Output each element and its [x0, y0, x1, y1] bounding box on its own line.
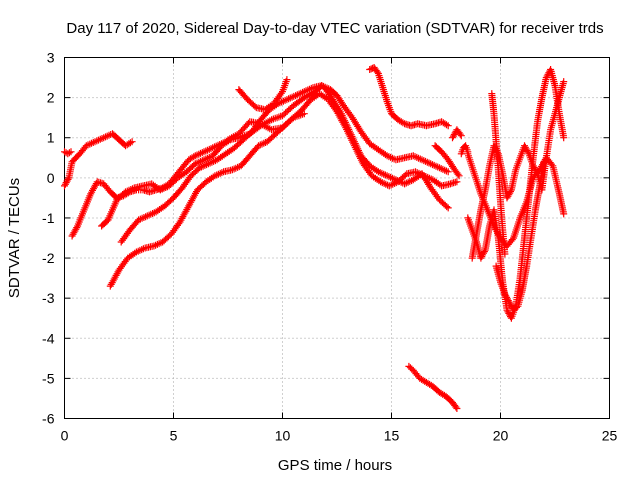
data-point-markers [366, 64, 452, 130]
y-tick-label: -3 [42, 290, 55, 306]
axis-ticks: 0 5 10 15 20 25 -6 -5 -4 -3 -2 -1 0 1 2 3 [42, 50, 617, 444]
data-point-markers [464, 150, 568, 250]
series-sat-f [117, 82, 452, 246]
series-sat-a [61, 130, 136, 190]
series-sat-p [488, 90, 509, 258]
data-point-markers [224, 110, 308, 144]
data-point-markers [431, 142, 463, 180]
series-sat-e [106, 90, 461, 290]
chart-title: Day 117 of 2020, Sidereal Day-to-day VTE… [66, 20, 603, 37]
series-sat-i [366, 64, 452, 130]
x-axis-label: GPS time / hours [278, 457, 392, 474]
y-tick-label: 2 [47, 90, 55, 106]
x-tick-label: 25 [602, 428, 618, 444]
series-sat-b [61, 148, 75, 158]
x-tick-label: 0 [61, 428, 69, 444]
y-axis-label: SDTVAR / TECUs [6, 178, 23, 298]
x-tick-label: 15 [384, 428, 400, 444]
x-tick-label: 5 [170, 428, 178, 444]
series-sat-g [224, 110, 308, 144]
plot-frame [64, 57, 610, 419]
series-sat-h [235, 76, 291, 114]
series-sat-r [492, 158, 548, 314]
series-sat-j [431, 142, 463, 180]
series-sat-q [464, 150, 568, 250]
data-points [61, 64, 568, 412]
data-point-markers [488, 90, 509, 258]
series-sat-k [449, 126, 465, 142]
y-tick-label: -5 [42, 370, 55, 386]
y-tick-label: -1 [42, 210, 55, 226]
y-tick-label: 1 [47, 130, 55, 146]
data-point-markers [235, 76, 291, 114]
x-tick-label: 20 [493, 428, 509, 444]
data-point-markers [106, 90, 461, 290]
x-tick-label: 10 [275, 428, 291, 444]
y-tick-label: 0 [47, 170, 55, 186]
y-tick-label: 3 [47, 50, 55, 66]
data-point-markers [61, 130, 136, 190]
data-point-markers [449, 126, 465, 142]
data-point-markers [492, 158, 548, 314]
series-sat-m [405, 362, 461, 412]
y-tick-label: -4 [42, 330, 55, 346]
y-tick-label: -2 [42, 250, 55, 266]
data-point-markers [405, 362, 461, 412]
y-tick-label: -6 [42, 411, 55, 427]
data-point-markers [61, 148, 75, 158]
data-point-markers [117, 82, 452, 246]
